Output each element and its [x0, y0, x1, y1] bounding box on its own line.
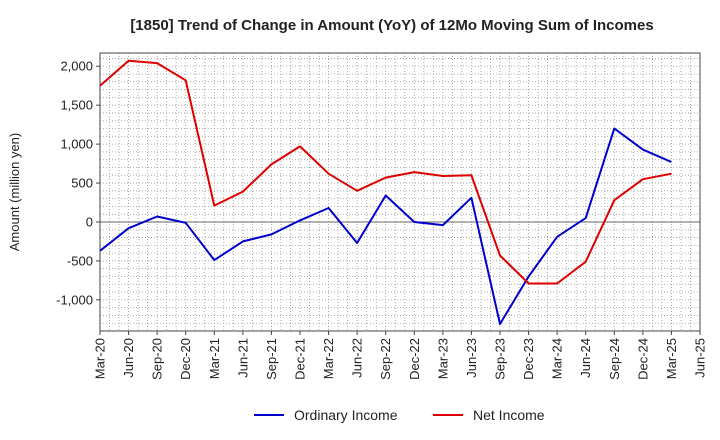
grid-lines	[100, 53, 700, 332]
legend-label-net-income: Net Income	[473, 407, 545, 423]
x-tick-label: Mar-23	[435, 338, 450, 379]
y-axis-ticks: -1,000 -500 0 500 1,000 1,500 2,000	[56, 59, 100, 307]
x-tick-label: Dec-21	[293, 338, 308, 380]
x-axis-ticks: Mar-20 Jun-20 Sep-20 Dec-20 Mar-21 Jun-21 Sep-…	[93, 331, 708, 380]
x-tick-label: Jun-25	[693, 338, 708, 378]
y-axis-label: Amount (million yen)	[7, 133, 22, 252]
y-tick-label: -1,000	[56, 292, 93, 307]
y-tick-label: 1,000	[60, 137, 93, 152]
x-tick-label: Dec-20	[178, 338, 193, 380]
x-tick-label: Jun-23	[464, 338, 479, 378]
chart-title: [1850] Trend of Change in Amount (YoY) o…	[130, 17, 653, 34]
x-tick-label: Mar-24	[550, 338, 565, 379]
x-tick-label: Jun-22	[350, 338, 365, 378]
x-tick-label: Dec-23	[521, 338, 536, 380]
x-tick-label: Mar-25	[664, 338, 679, 379]
series-lines	[99, 59, 672, 325]
x-tick-label: Sep-24	[607, 338, 622, 380]
x-tick-label: Jun-21	[235, 338, 250, 378]
x-tick-label: Jun-20	[121, 338, 136, 378]
y-tick-label: -500	[67, 253, 93, 268]
x-tick-label: Mar-22	[321, 338, 336, 379]
x-tick-label: Dec-22	[407, 338, 422, 380]
x-tick-label: Mar-21	[207, 338, 222, 379]
y-tick-label: 500	[71, 176, 93, 191]
x-tick-label: Sep-22	[378, 338, 393, 380]
y-tick-label: 2,000	[60, 59, 93, 74]
x-tick-label: Jun-24	[578, 338, 593, 378]
series-line-ordinary-income	[99, 127, 672, 325]
legend-label-ordinary-income: Ordinary Income	[294, 407, 398, 423]
x-tick-label: Sep-23	[493, 338, 508, 380]
y-tick-label: 1,500	[60, 98, 93, 113]
x-tick-label: Sep-20	[150, 338, 165, 380]
x-tick-label: Sep-21	[264, 338, 279, 380]
y-tick-label: 0	[86, 214, 93, 229]
x-tick-label: Mar-20	[93, 338, 108, 379]
series-line-net-income	[99, 59, 672, 285]
plot-area-frame	[99, 52, 701, 332]
legend: Ordinary Income Net Income	[254, 407, 545, 423]
x-tick-label: Dec-24	[635, 338, 650, 380]
